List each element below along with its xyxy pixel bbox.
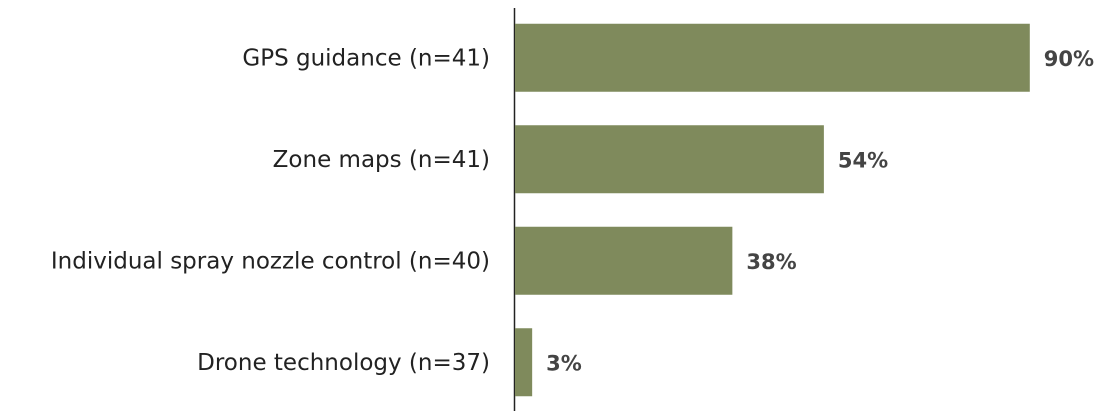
bar: [515, 328, 533, 397]
value-label: 90%: [1044, 47, 1094, 71]
bar: [515, 125, 824, 194]
value-label: 54%: [838, 148, 888, 172]
category-label: Zone maps (n=41): [273, 147, 490, 173]
bar: [515, 23, 1030, 92]
category-label: Individual spray nozzle control (n=40): [51, 248, 490, 274]
category-label: GPS guidance (n=41): [242, 45, 490, 71]
value-label: 38%: [746, 250, 796, 274]
bar: [515, 226, 733, 295]
category-label: Drone technology (n=37): [197, 350, 490, 376]
value-label: 3%: [546, 351, 582, 375]
